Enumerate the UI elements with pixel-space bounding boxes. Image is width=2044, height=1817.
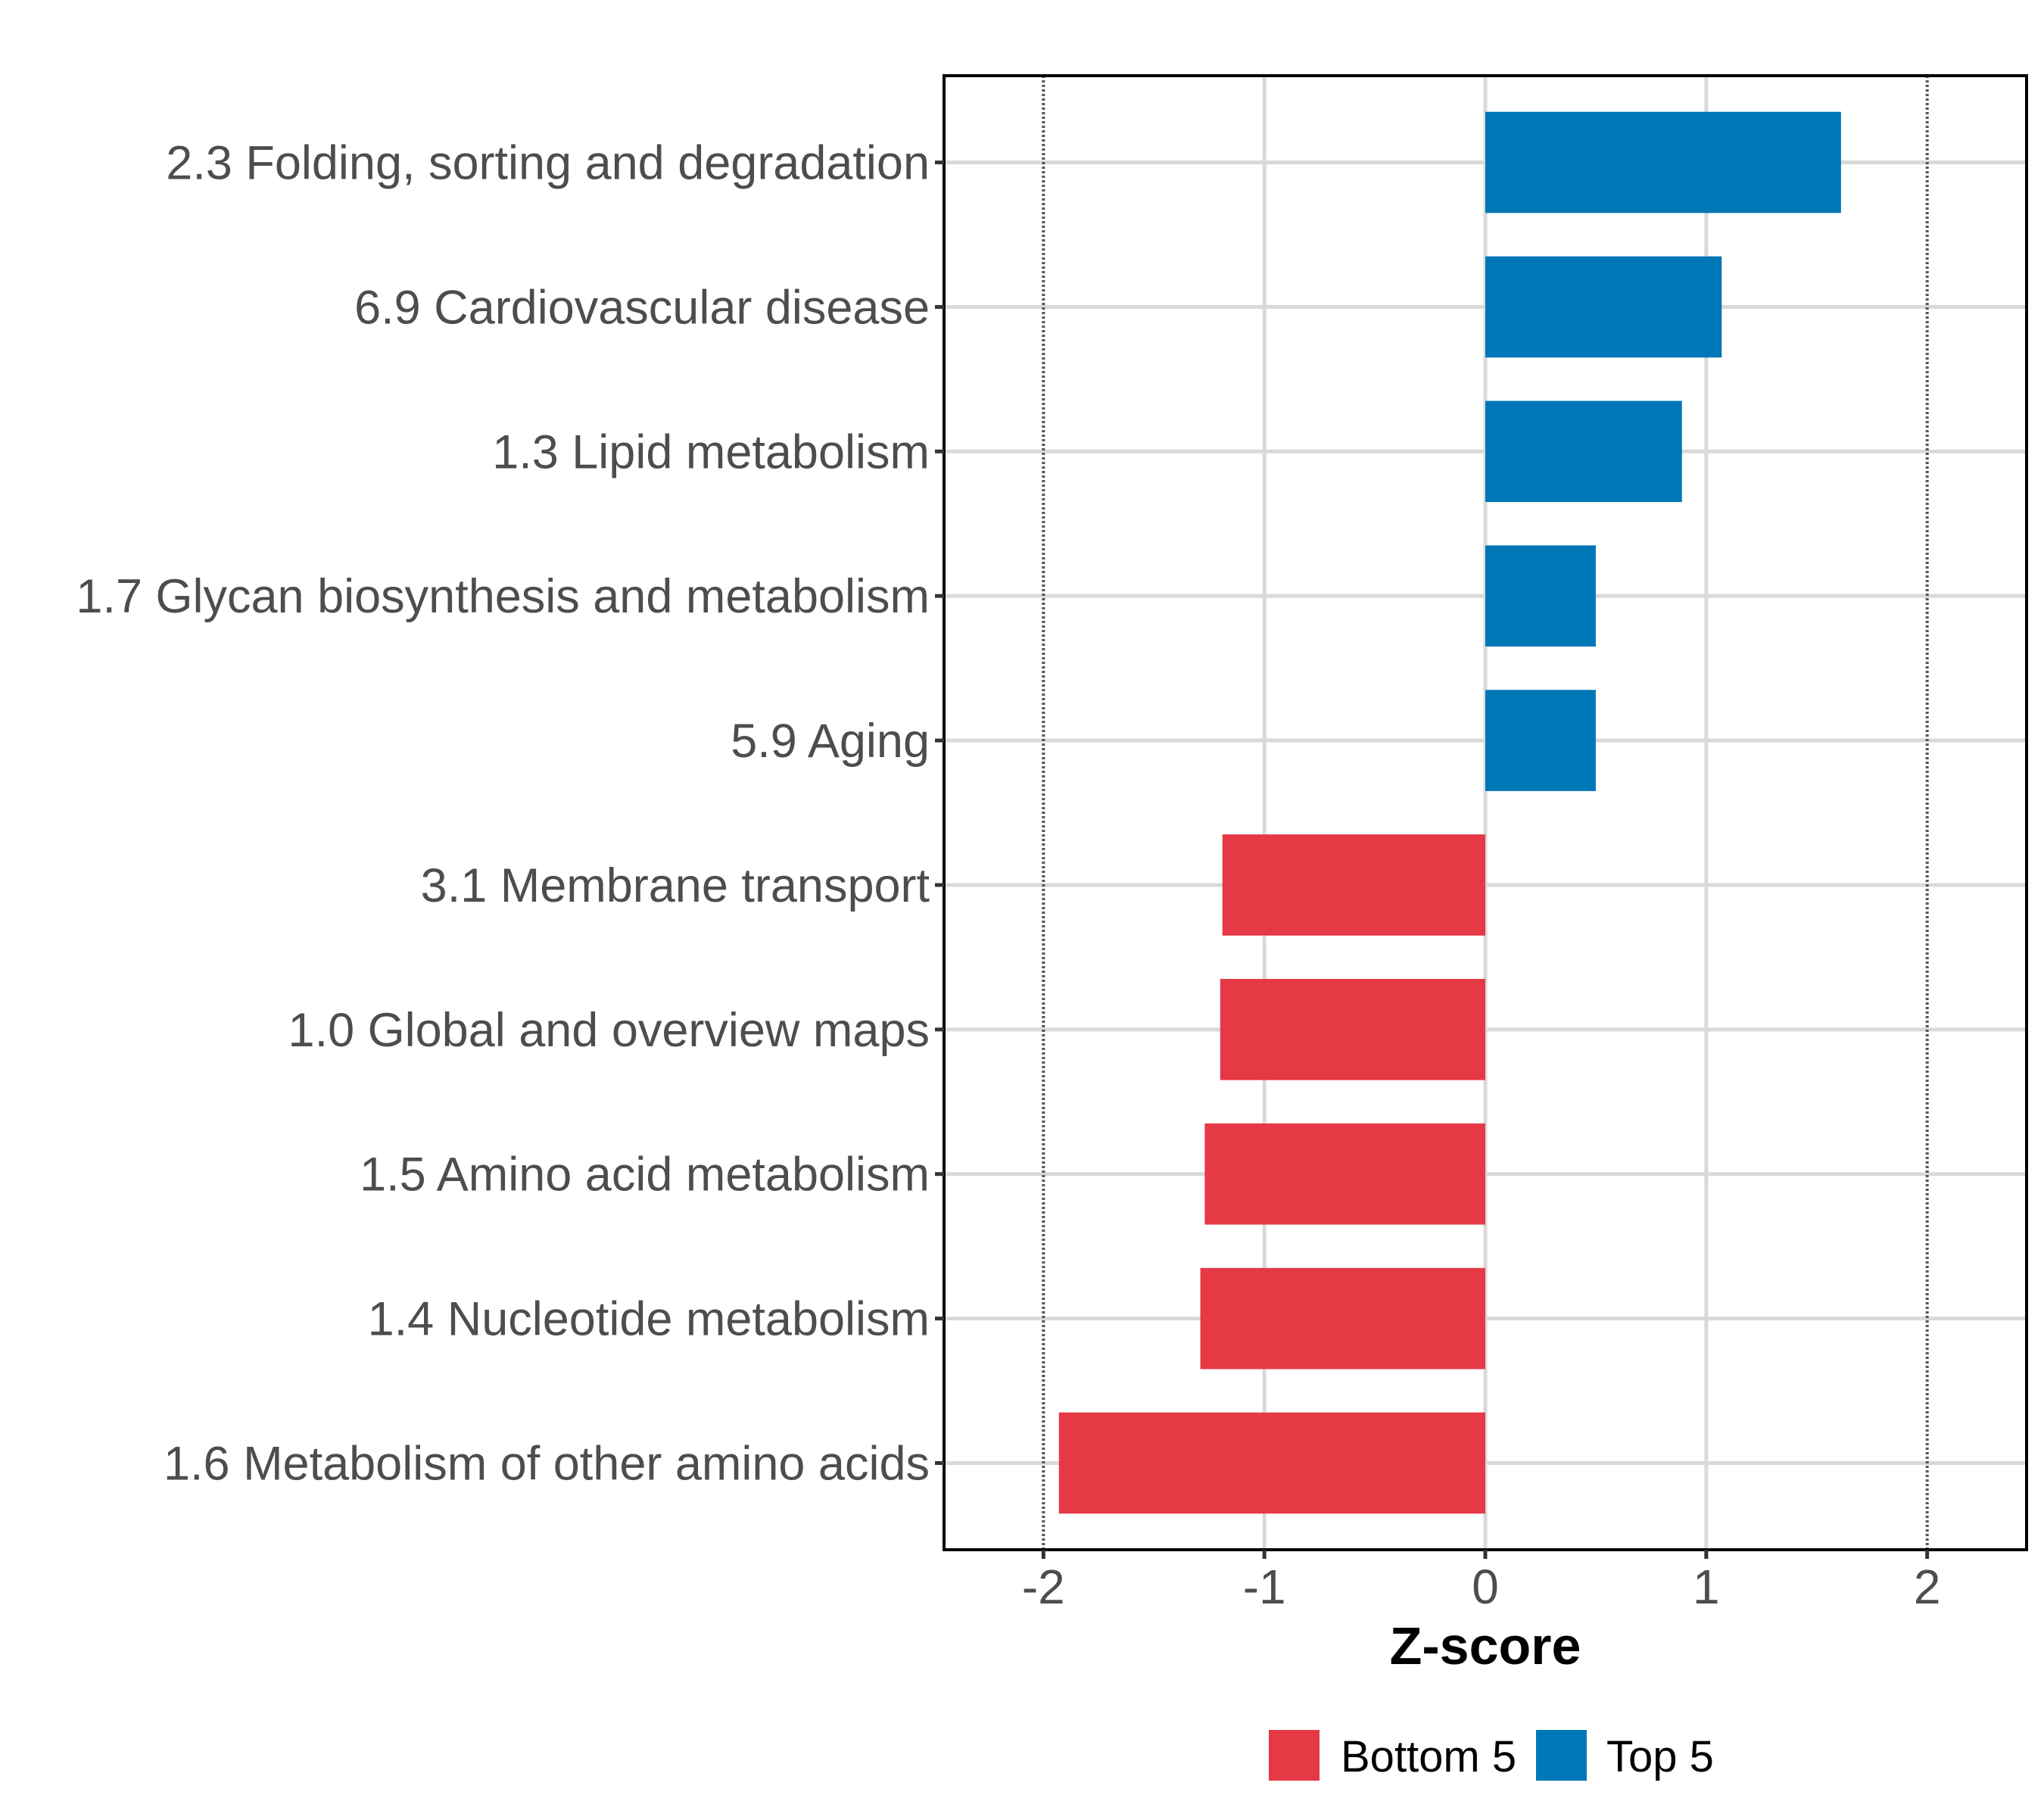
x-axis: -2 -1 0 1 2 bbox=[1022, 1550, 1941, 1614]
bar bbox=[1485, 256, 1722, 358]
plot-panel bbox=[943, 74, 2028, 1551]
category-label: 1.7 Glycan biosynthesis and metabolism bbox=[76, 570, 930, 623]
bar bbox=[1220, 979, 1485, 1080]
category-label: 5.9 Aging bbox=[731, 715, 930, 768]
legend: Bottom 5 Top 5 bbox=[1269, 1730, 1714, 1781]
legend-swatch bbox=[1536, 1730, 1587, 1781]
legend-label: Bottom 5 bbox=[1341, 1732, 1516, 1781]
x-tick-label: -2 bbox=[1022, 1560, 1065, 1614]
bar bbox=[1204, 1123, 1485, 1225]
x-tick-label: 0 bbox=[1472, 1560, 1499, 1614]
category-label: 3.1 Membrane transport bbox=[421, 859, 930, 912]
bar bbox=[1058, 1412, 1485, 1514]
legend-item: Bottom 5 bbox=[1269, 1730, 1516, 1781]
reference-lines bbox=[1042, 76, 1929, 1550]
legend-item: Top 5 bbox=[1536, 1730, 1714, 1781]
category-label: 1.5 Amino acid metabolism bbox=[360, 1148, 930, 1201]
bar bbox=[1485, 111, 1841, 213]
bar bbox=[1200, 1267, 1485, 1370]
y-axis: 2.3 Folding, sorting and degradation 6.9 … bbox=[76, 137, 944, 1490]
category-label: 6.9 Cardiovascular disease bbox=[354, 281, 930, 334]
category-label: 2.3 Folding, sorting and degradation bbox=[166, 137, 930, 190]
legend-swatch bbox=[1269, 1730, 1320, 1781]
x-axis-title: Z-score bbox=[1390, 1616, 1581, 1675]
bars bbox=[1058, 111, 1841, 1514]
bar bbox=[1222, 834, 1485, 936]
x-tick-label: 2 bbox=[1914, 1560, 1941, 1614]
bar bbox=[1485, 545, 1596, 647]
category-label: 1.6 Metabolism of other amino acids bbox=[164, 1437, 930, 1490]
x-tick-label: 1 bbox=[1693, 1560, 1720, 1614]
category-label: 1.4 Nucleotide metabolism bbox=[368, 1293, 930, 1346]
legend-label: Top 5 bbox=[1606, 1732, 1714, 1781]
bar bbox=[1485, 400, 1682, 503]
bar bbox=[1485, 690, 1596, 791]
x-tick-label: -1 bbox=[1243, 1560, 1286, 1614]
category-label: 1.3 Lipid metabolism bbox=[492, 425, 930, 478]
category-label: 1.0 Global and overview maps bbox=[288, 1004, 930, 1057]
